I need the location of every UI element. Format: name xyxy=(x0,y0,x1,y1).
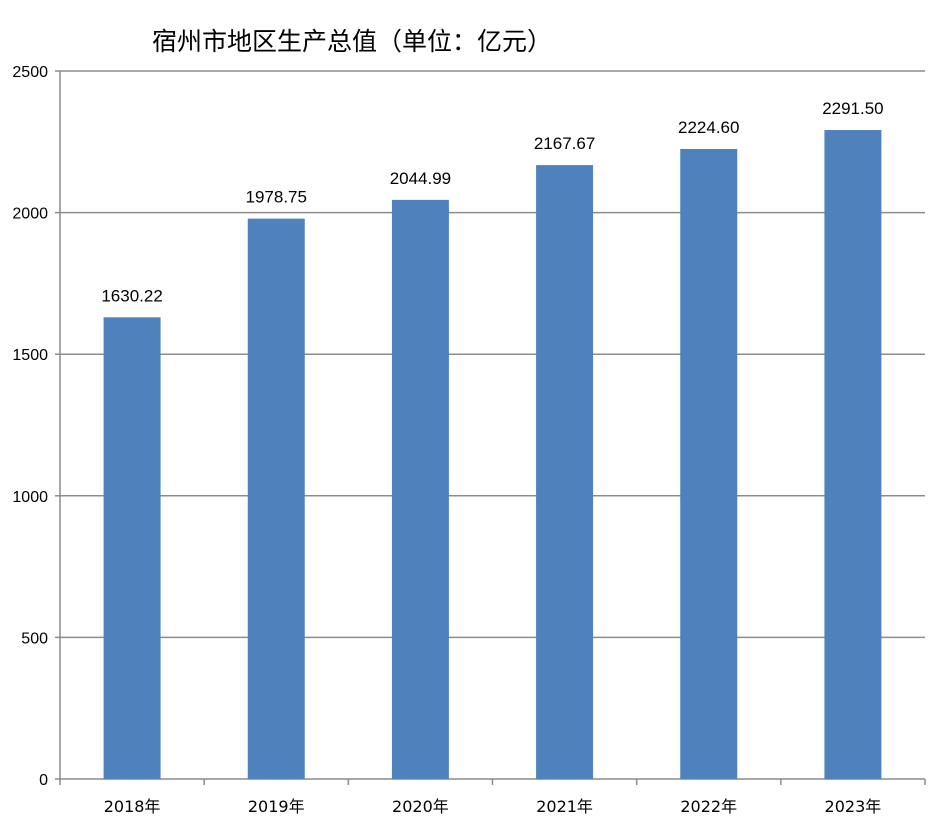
x-tick-label: 2023年 xyxy=(825,797,882,816)
bars xyxy=(103,130,882,780)
bar xyxy=(824,130,882,780)
x-tick-label: 2020年 xyxy=(392,797,449,816)
x-tick-label: 2022年 xyxy=(680,797,737,816)
data-label: 1630.22 xyxy=(101,286,162,305)
chart-title: 宿州市地区生产总值（单位：亿元） xyxy=(152,27,552,56)
axes xyxy=(55,70,926,785)
labels: 0 500 1000 1500 2000 2500 1630.22 2018年 1978.75 2… xyxy=(12,64,883,816)
data-label: 2224.60 xyxy=(678,118,739,137)
x-tick-label: 2018年 xyxy=(104,797,161,816)
data-label: 2291.50 xyxy=(822,99,883,118)
x-tick-label: 2021年 xyxy=(536,797,593,816)
bar xyxy=(103,317,161,779)
bar xyxy=(680,148,738,779)
bar xyxy=(247,218,305,780)
gridlines xyxy=(60,70,925,639)
y-tick-label: 1500 xyxy=(12,347,48,364)
x-tick-label: 2019年 xyxy=(248,797,305,816)
y-tick-label: 0 xyxy=(39,772,48,789)
bar xyxy=(391,199,449,779)
data-label: 1978.75 xyxy=(246,188,307,207)
y-tick-label: 500 xyxy=(21,630,48,647)
data-label: 2167.67 xyxy=(534,134,595,153)
y-tick-label: 2500 xyxy=(12,64,48,81)
data-label: 2044.99 xyxy=(390,169,451,188)
bar xyxy=(536,165,594,780)
y-tick-label: 1000 xyxy=(12,489,48,506)
y-tick-label: 2000 xyxy=(12,206,48,223)
